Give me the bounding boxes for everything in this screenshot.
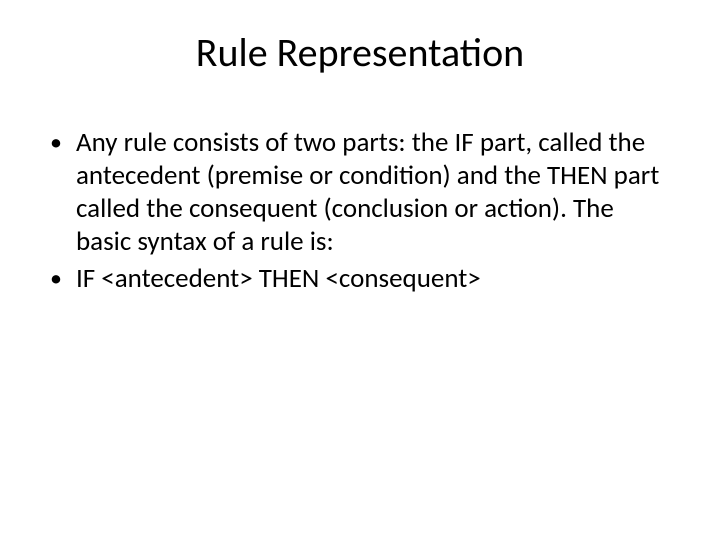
bullet-text: IF <antecedent> THEN <consequent> — [76, 263, 481, 296]
slide-container: Rule Representation • Any rule consists … — [0, 0, 720, 540]
slide-title: Rule Representation — [50, 28, 670, 77]
bullet-item: • IF <antecedent> THEN <consequent> — [50, 263, 670, 296]
slide-content: • Any rule consists of two parts: the IF… — [50, 127, 670, 296]
bullet-text: Any rule consists of two parts: the IF p… — [76, 127, 670, 259]
bullet-item: • Any rule consists of two parts: the IF… — [50, 127, 670, 259]
bullet-marker: • — [50, 127, 62, 158]
bullet-marker: • — [50, 263, 62, 294]
